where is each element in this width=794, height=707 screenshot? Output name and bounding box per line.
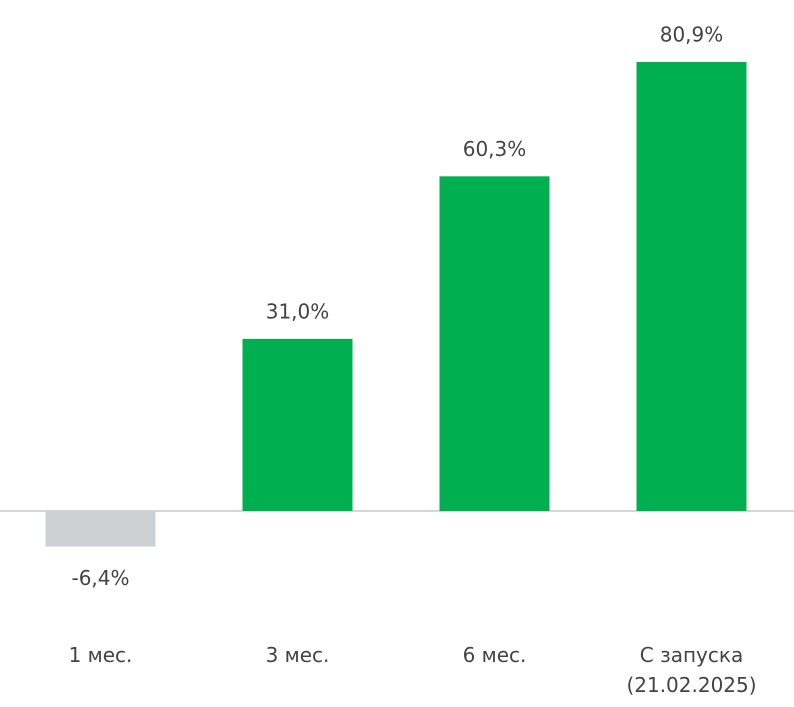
value-label: 60,3% [463,137,527,161]
bar [45,511,156,547]
x-tick-label: 3 мес. [265,643,330,667]
x-tick-label: 1 мес. [68,643,133,667]
x-tick-label: 6 мес. [462,643,527,667]
bar [439,176,550,511]
x-tick-label: С запуска (21.02.2025) [626,643,757,697]
bar [242,338,353,511]
value-label: -6,4% [71,566,129,590]
value-label: 31,0% [266,299,330,323]
value-label: 80,9% [660,23,724,47]
bar [636,62,747,511]
